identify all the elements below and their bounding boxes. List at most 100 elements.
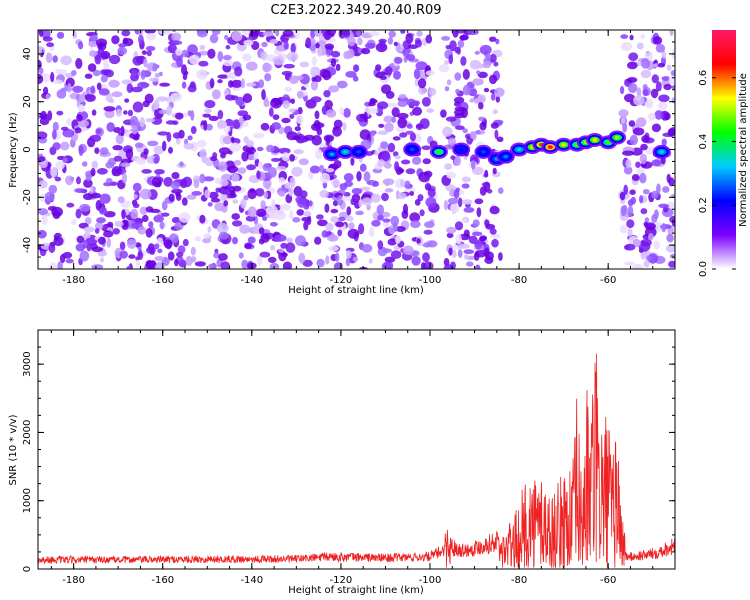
noise-blob [667,128,675,137]
noise-blob [647,112,656,121]
noise-blob [149,77,160,82]
noise-blob [111,35,120,45]
signal-core [592,138,598,142]
noise-blob [170,40,183,46]
noise-blob [382,221,390,227]
noise-blob [86,243,92,252]
noise-blob [218,186,231,195]
noise-blob [619,191,626,201]
noise-blob [228,80,234,88]
noise-blob [139,82,150,88]
noise-blob [381,261,394,269]
signal-core [547,145,553,149]
noise-blob [462,84,472,96]
noise-blob [476,207,482,218]
noise-blob [451,249,457,259]
noise-blob [417,78,427,89]
noise-blob [130,208,139,220]
noise-blob [629,189,636,195]
noise-blob [217,109,224,120]
noise-blob [390,250,402,259]
noise-blob [84,217,92,225]
colorbar-ticks: 0.0 0.2 0.4 0.6 [698,70,736,277]
noise-blob [310,66,321,78]
x-tick-label: -140 [240,275,263,286]
noise-blob [468,235,478,244]
noise-blob [99,193,111,204]
noise-blob [653,240,661,250]
noise-blob [383,115,394,123]
noise-blob [104,109,115,119]
noise-blob [139,116,145,128]
noise-blob [132,101,144,113]
noise-blob [479,121,487,131]
noise-blob [105,177,113,184]
noise-blob [463,207,475,213]
noise-blob [202,113,211,118]
noise-blob [269,39,279,44]
noise-blob [397,100,408,107]
noise-blob [282,30,294,37]
noise-blob [457,197,463,208]
noise-blob [333,119,343,129]
noise-blob [305,37,312,49]
noise-blob [278,248,285,253]
noise-blob [624,243,636,251]
noise-blob [328,85,339,93]
noise-blob [666,233,674,243]
colorbar: 0.0 0.2 0.4 0.6 Normalized spectral amplitu… [698,30,749,277]
noise-blob [60,55,72,66]
noise-blob [132,203,140,209]
noise-blob [460,56,467,66]
noise-blob [336,195,344,206]
noise-blob [223,200,229,207]
noise-blob [163,176,173,187]
noise-blob [232,199,239,204]
noise-blob [399,169,404,174]
noise-blob [78,104,85,113]
noise-blob [425,70,435,76]
noise-blob [657,101,668,110]
noise-blob [129,115,139,127]
noise-blob [56,110,64,116]
noise-blob [184,70,189,76]
noise-blob [138,34,144,45]
noise-blob [316,258,325,268]
noise-blob [52,142,61,151]
noise-blob [154,261,165,269]
noise-blob [384,188,394,193]
noise-blob [278,190,286,197]
noise-blob [265,205,278,216]
noise-blob [152,63,158,72]
noise-blob [275,166,287,171]
noise-blob [38,30,44,37]
noise-blob [97,236,106,245]
noise-blob [645,255,652,261]
noise-blob [171,30,177,33]
noise-blob [203,233,211,239]
noise-blob [384,122,394,133]
noise-blob [669,215,675,224]
noise-blob [174,258,179,267]
noise-blob [244,242,252,249]
noise-blob [108,79,120,88]
noise-blob [237,167,247,174]
noise-blob [217,51,224,62]
noise-blob [38,131,48,140]
noise-blob [253,152,259,160]
noise-blob [320,172,331,184]
noise-blob [194,261,206,267]
noise-blob [393,70,401,80]
noise-blob [245,61,258,71]
noise-blob [153,145,164,155]
noise-blob [176,251,184,258]
noise-blob [98,88,110,96]
noise-blob [286,51,299,62]
noise-blob [366,204,371,211]
noise-blob [627,61,638,70]
noise-blob [447,197,459,204]
noise-blob [202,237,212,244]
noise-blob [125,148,134,160]
noise-blob [368,258,373,264]
noise-blob [443,200,448,211]
